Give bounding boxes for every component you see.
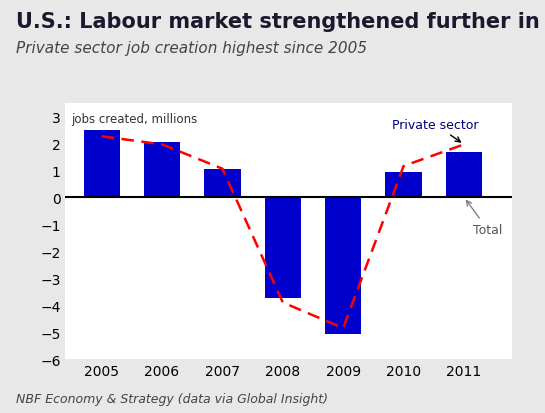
Text: NBF Economy & Strategy (data via Global Insight): NBF Economy & Strategy (data via Global … bbox=[16, 392, 328, 405]
Bar bbox=[204, 169, 240, 197]
Text: Total: Total bbox=[467, 201, 502, 236]
Bar bbox=[325, 197, 361, 334]
Bar bbox=[83, 130, 120, 197]
Bar bbox=[144, 142, 180, 197]
Text: Private sector: Private sector bbox=[391, 119, 478, 142]
Bar bbox=[446, 153, 482, 197]
Bar bbox=[265, 197, 301, 299]
Text: U.S.: Labour market strengthened further in 2011: U.S.: Labour market strengthened further… bbox=[16, 12, 545, 32]
Text: Private sector job creation highest since 2005: Private sector job creation highest sinc… bbox=[16, 41, 367, 56]
Bar bbox=[385, 173, 422, 197]
Text: jobs created, millions: jobs created, millions bbox=[71, 113, 198, 126]
